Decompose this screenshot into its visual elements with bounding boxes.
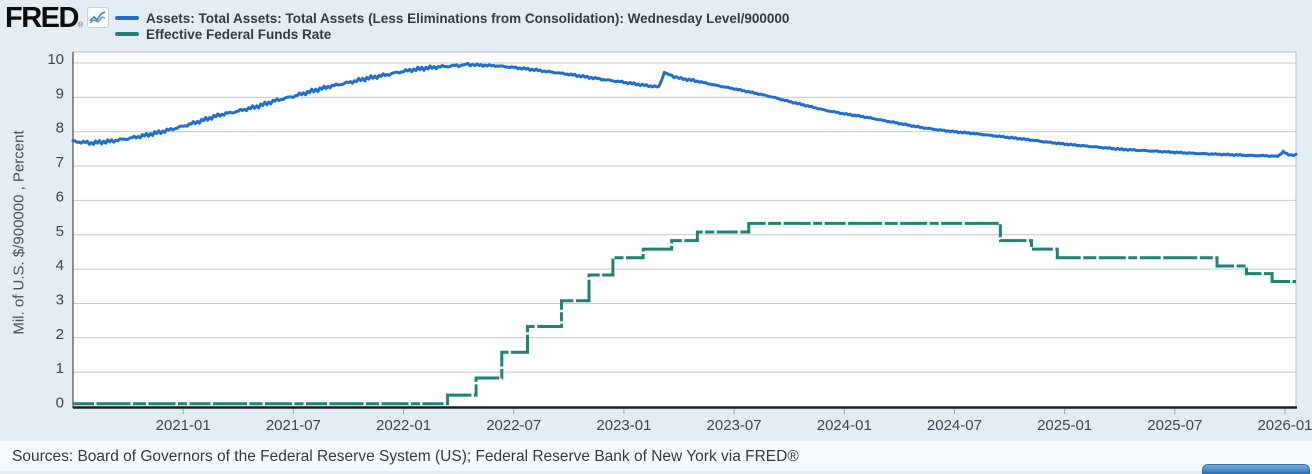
x-tick-label: 2021-07 — [266, 417, 321, 434]
series-total-assets — [71, 61, 1298, 158]
y-tick-label: 1 — [56, 360, 64, 377]
y-tick-label: 8 — [56, 120, 64, 137]
x-tick-label: 2023-01 — [596, 417, 651, 434]
y-tick-label: 7 — [56, 154, 64, 171]
footer-bar: Sources: Board of Governors of the Feder… — [0, 441, 1312, 471]
plot-area — [73, 52, 1296, 408]
legend-item-effr[interactable]: Effective Federal Funds Rate — [115, 26, 789, 42]
y-tick-label: 0 — [56, 395, 64, 412]
x-tick-label: 2025-01 — [1037, 417, 1092, 434]
x-tick-label: 2025-07 — [1147, 417, 1202, 434]
x-tick-label: 2023-07 — [707, 417, 762, 434]
series-effective-federal-funds-rate — [73, 221, 1297, 406]
x-tick-label: 2024-07 — [927, 417, 982, 434]
y-tick-label: 5 — [56, 223, 64, 240]
sources-note: Sources: Board of Governors of the Feder… — [12, 448, 799, 465]
fred-logo-text: FRED — [5, 2, 79, 34]
registered-trademark: ® — [77, 22, 84, 29]
x-tick-label: 2022-01 — [376, 417, 431, 434]
legend-swatch-effr — [115, 32, 139, 36]
fred-logo[interactable]: FRED® — [5, 2, 83, 35]
x-tick-label: 2022-07 — [486, 417, 541, 434]
y-tick-label: 10 — [47, 51, 64, 68]
y-tick-label: 2 — [56, 326, 64, 343]
legend-label-assets: Assets: Total Assets: Total Assets (Less… — [146, 10, 790, 26]
y-tick-label: 6 — [56, 188, 64, 205]
x-tick-label: 2021-01 — [156, 417, 211, 434]
y-tick-label: 9 — [56, 85, 64, 102]
y-tick-label: 3 — [56, 291, 64, 308]
x-tick-label: 2024-01 — [817, 417, 872, 434]
y-tick-label: 4 — [56, 257, 64, 274]
chart-header: FRED® Assets: Total Assets: Total Assets… — [0, 0, 1312, 46]
legend: Assets: Total Assets: Total Assets (Less… — [115, 10, 789, 42]
legend-swatch-assets — [115, 16, 139, 20]
x-tick-label: 2026-01 — [1257, 417, 1312, 434]
fred-sparkline-icon — [87, 7, 109, 28]
bottom-right-button[interactable] — [1202, 464, 1310, 474]
legend-item-assets[interactable]: Assets: Total Assets: Total Assets (Less… — [115, 10, 789, 26]
legend-label-effr: Effective Federal Funds Rate — [146, 26, 332, 42]
